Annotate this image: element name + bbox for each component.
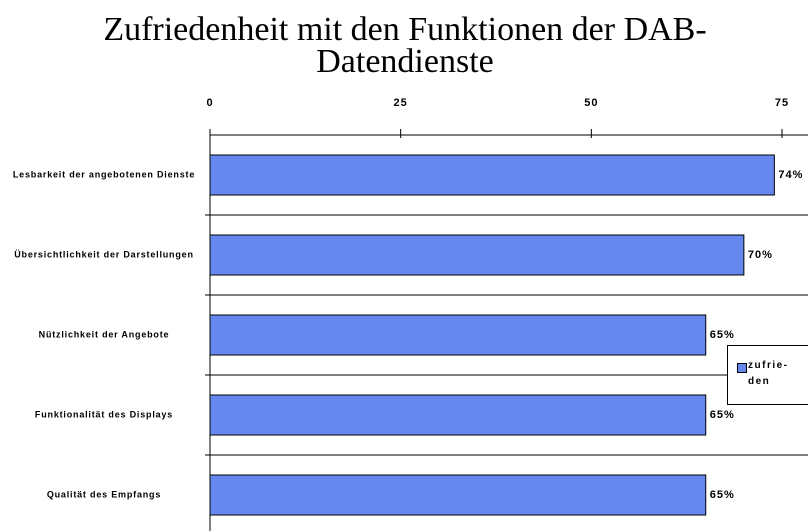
bar (209, 474, 707, 516)
legend-swatch (737, 363, 747, 373)
chart-title: Zufriedenheit mit den Funktionen der DAB… (103, 11, 707, 80)
bar (209, 154, 775, 196)
y-tick-label: Qualität des Empfangs (46, 489, 162, 500)
y-tick-label: Funktionalität des Displays (34, 409, 174, 420)
legend: zufrie-den (727, 345, 808, 405)
x-tick-label: 25 (394, 97, 408, 109)
data-label: 65% (710, 329, 735, 341)
data-label: 74% (778, 169, 803, 181)
y-tick-label: Nützlichkeit der Angebote (38, 329, 170, 340)
x-tick-label: 0 (206, 97, 213, 109)
x-tick-label: 50 (584, 97, 598, 109)
data-label: 65% (710, 409, 735, 421)
bar (209, 314, 707, 356)
legend-label: zufrie-den (748, 360, 789, 387)
data-label: 70% (748, 249, 773, 261)
y-tick-label: Lesbarkeit der angebotenen Dienste (12, 169, 196, 180)
x-tick-label: 75 (775, 97, 789, 109)
data-label: 65% (710, 489, 735, 501)
y-tick-label: Übersichtlichkeit der Darstellungen (14, 249, 194, 260)
bar (209, 394, 707, 436)
bar (209, 234, 745, 276)
